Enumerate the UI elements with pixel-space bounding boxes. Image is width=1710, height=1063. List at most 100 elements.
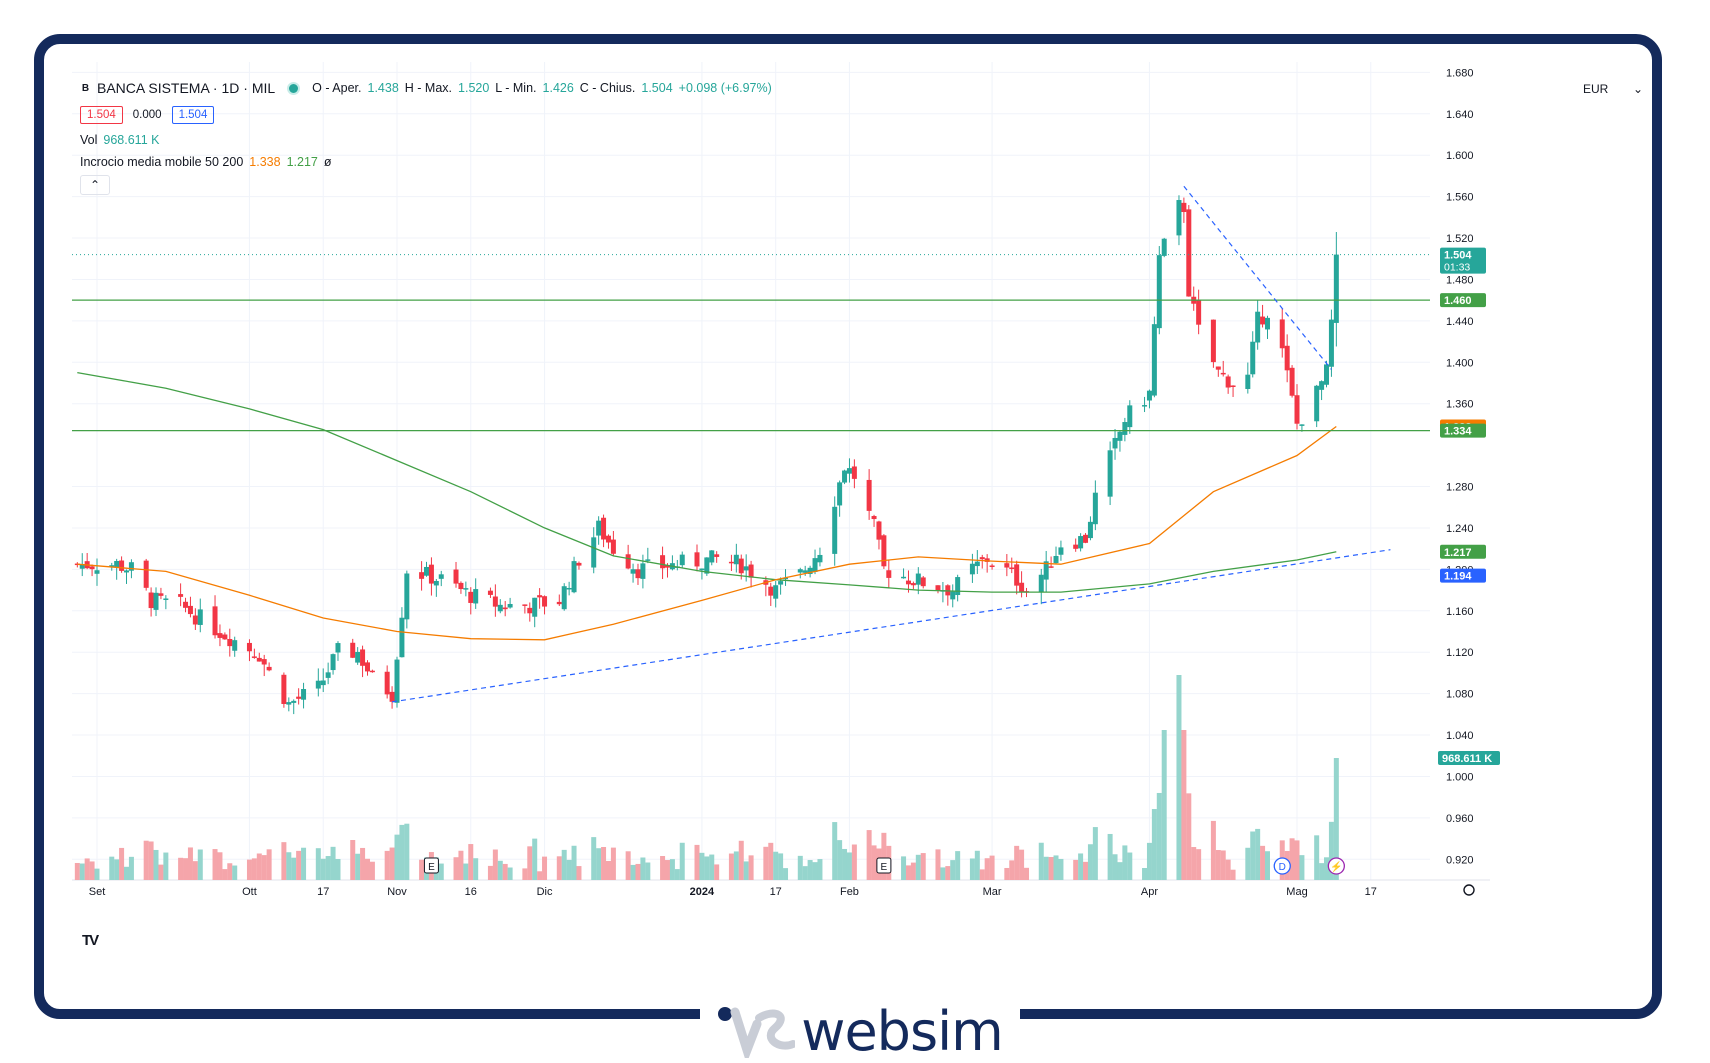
candle-body	[1196, 299, 1202, 325]
volume-bar	[522, 868, 528, 880]
volume-bar	[1122, 845, 1128, 880]
volume-bar	[389, 847, 395, 880]
volume-bar	[1230, 869, 1236, 880]
ma-extra-value: ø	[323, 155, 332, 169]
price-marker-label: 1.504	[1444, 250, 1472, 262]
buy-button[interactable]: 1.504	[171, 106, 215, 124]
candle-body	[846, 468, 852, 474]
candle-body	[1279, 319, 1285, 349]
ma-label: Incrocio media mobile 50 200	[80, 155, 244, 169]
candle-body	[1142, 405, 1148, 407]
candle-body	[537, 595, 543, 598]
volume-bar	[1058, 858, 1064, 880]
candle-body	[1073, 544, 1079, 549]
candle-body	[660, 555, 666, 569]
volume-bar	[109, 856, 115, 880]
candle-body	[1210, 319, 1216, 363]
sell-button[interactable]: 1.504	[80, 106, 123, 124]
price-marker-label: 1.194	[1444, 571, 1472, 583]
volume-bar	[1073, 859, 1079, 880]
candle-body	[842, 470, 848, 483]
volume-bar	[984, 858, 990, 880]
symbol-logo-icon: B	[81, 82, 90, 94]
volume-bar	[1225, 859, 1231, 880]
gear-icon	[1463, 884, 1475, 896]
candle-body	[778, 581, 784, 585]
candle-body	[1083, 534, 1089, 543]
candle-body	[1146, 390, 1152, 401]
candle-body	[905, 580, 911, 585]
candle-body	[502, 607, 508, 610]
volume-bar	[945, 866, 951, 880]
candle-body	[733, 554, 739, 565]
market-status-icon[interactable]	[287, 81, 301, 95]
volume-bar	[1220, 850, 1226, 880]
candle-body	[119, 560, 125, 571]
volume-bar	[748, 855, 754, 880]
tradingview-logo-icon[interactable]: TV	[82, 932, 99, 949]
volume-bar	[601, 847, 607, 880]
candle-body	[453, 569, 459, 584]
volume-bar	[1078, 853, 1084, 880]
candle-body	[920, 577, 926, 587]
currency-select[interactable]: EUR ⌄	[1583, 78, 1643, 100]
volume-bar	[699, 852, 705, 880]
volume-bar	[399, 824, 405, 880]
volume-bar	[1314, 835, 1320, 880]
volume-bar	[974, 850, 980, 880]
volume-bar	[79, 863, 85, 880]
ma200-line	[77, 371, 1337, 593]
volume-bar	[527, 846, 533, 880]
x-axis-tick-label: 17	[317, 886, 329, 898]
symbol-row: B BANCA SISTEMA · 1D · MIL O - Aper. 1.4…	[80, 77, 772, 99]
chevron-up-icon[interactable]: ⌃	[80, 175, 110, 195]
volume-bar	[905, 865, 911, 880]
candle-body	[527, 607, 533, 614]
volume-bar	[473, 858, 479, 880]
volume-bar	[124, 866, 130, 880]
price-marker-label: 1.334	[1444, 426, 1472, 438]
volume-bar	[576, 866, 582, 880]
candle-body	[325, 672, 331, 678]
y-axis-tick-label: 0.920	[1446, 854, 1474, 866]
candle-body	[227, 638, 233, 647]
candle-body	[699, 568, 705, 571]
y-axis-tick-label: 1.080	[1446, 689, 1474, 701]
volume-bar	[920, 853, 926, 880]
candle-body	[640, 563, 646, 579]
candle-body	[596, 520, 602, 536]
ma-slow-value: 1.217	[286, 155, 318, 169]
volume-bar	[1191, 847, 1197, 880]
candle-body	[807, 567, 813, 574]
volume-row[interactable]: Vol 968.611 K	[80, 129, 772, 151]
candle-body	[178, 594, 184, 597]
volume-bar	[256, 853, 262, 880]
volume-bar	[1264, 851, 1270, 880]
volume-bar	[935, 849, 941, 880]
volume-bar	[94, 868, 100, 880]
volume-bar	[610, 847, 616, 880]
ma-row[interactable]: Incrocio media mobile 50 200 1.338 1.217…	[80, 151, 772, 173]
candle-body	[728, 561, 734, 564]
symbol-title[interactable]: BANCA SISTEMA · 1D · MIL	[97, 80, 276, 96]
volume-bar	[1156, 792, 1162, 880]
x-axis-tick-label: Ott	[242, 886, 257, 898]
candle-body	[1264, 317, 1270, 330]
candle-body	[635, 569, 641, 579]
volume-bar	[1019, 849, 1025, 880]
price-marker	[1440, 544, 1486, 559]
volume-bar	[1151, 809, 1157, 880]
x-axis-tick-label: Set	[89, 886, 106, 898]
volume-bar	[832, 822, 838, 880]
candle-body	[1112, 437, 1118, 449]
candle-body	[1225, 376, 1231, 388]
volume-bar	[950, 860, 956, 880]
y-axis-tick-label: 1.040	[1446, 730, 1474, 742]
candle-body	[163, 598, 169, 600]
volume-bar	[1146, 842, 1152, 880]
high-value: 1.520	[458, 81, 490, 95]
volume-bar	[1210, 820, 1216, 880]
x-axis-tick-label: Apr	[1141, 886, 1158, 898]
candle-body	[369, 670, 375, 673]
